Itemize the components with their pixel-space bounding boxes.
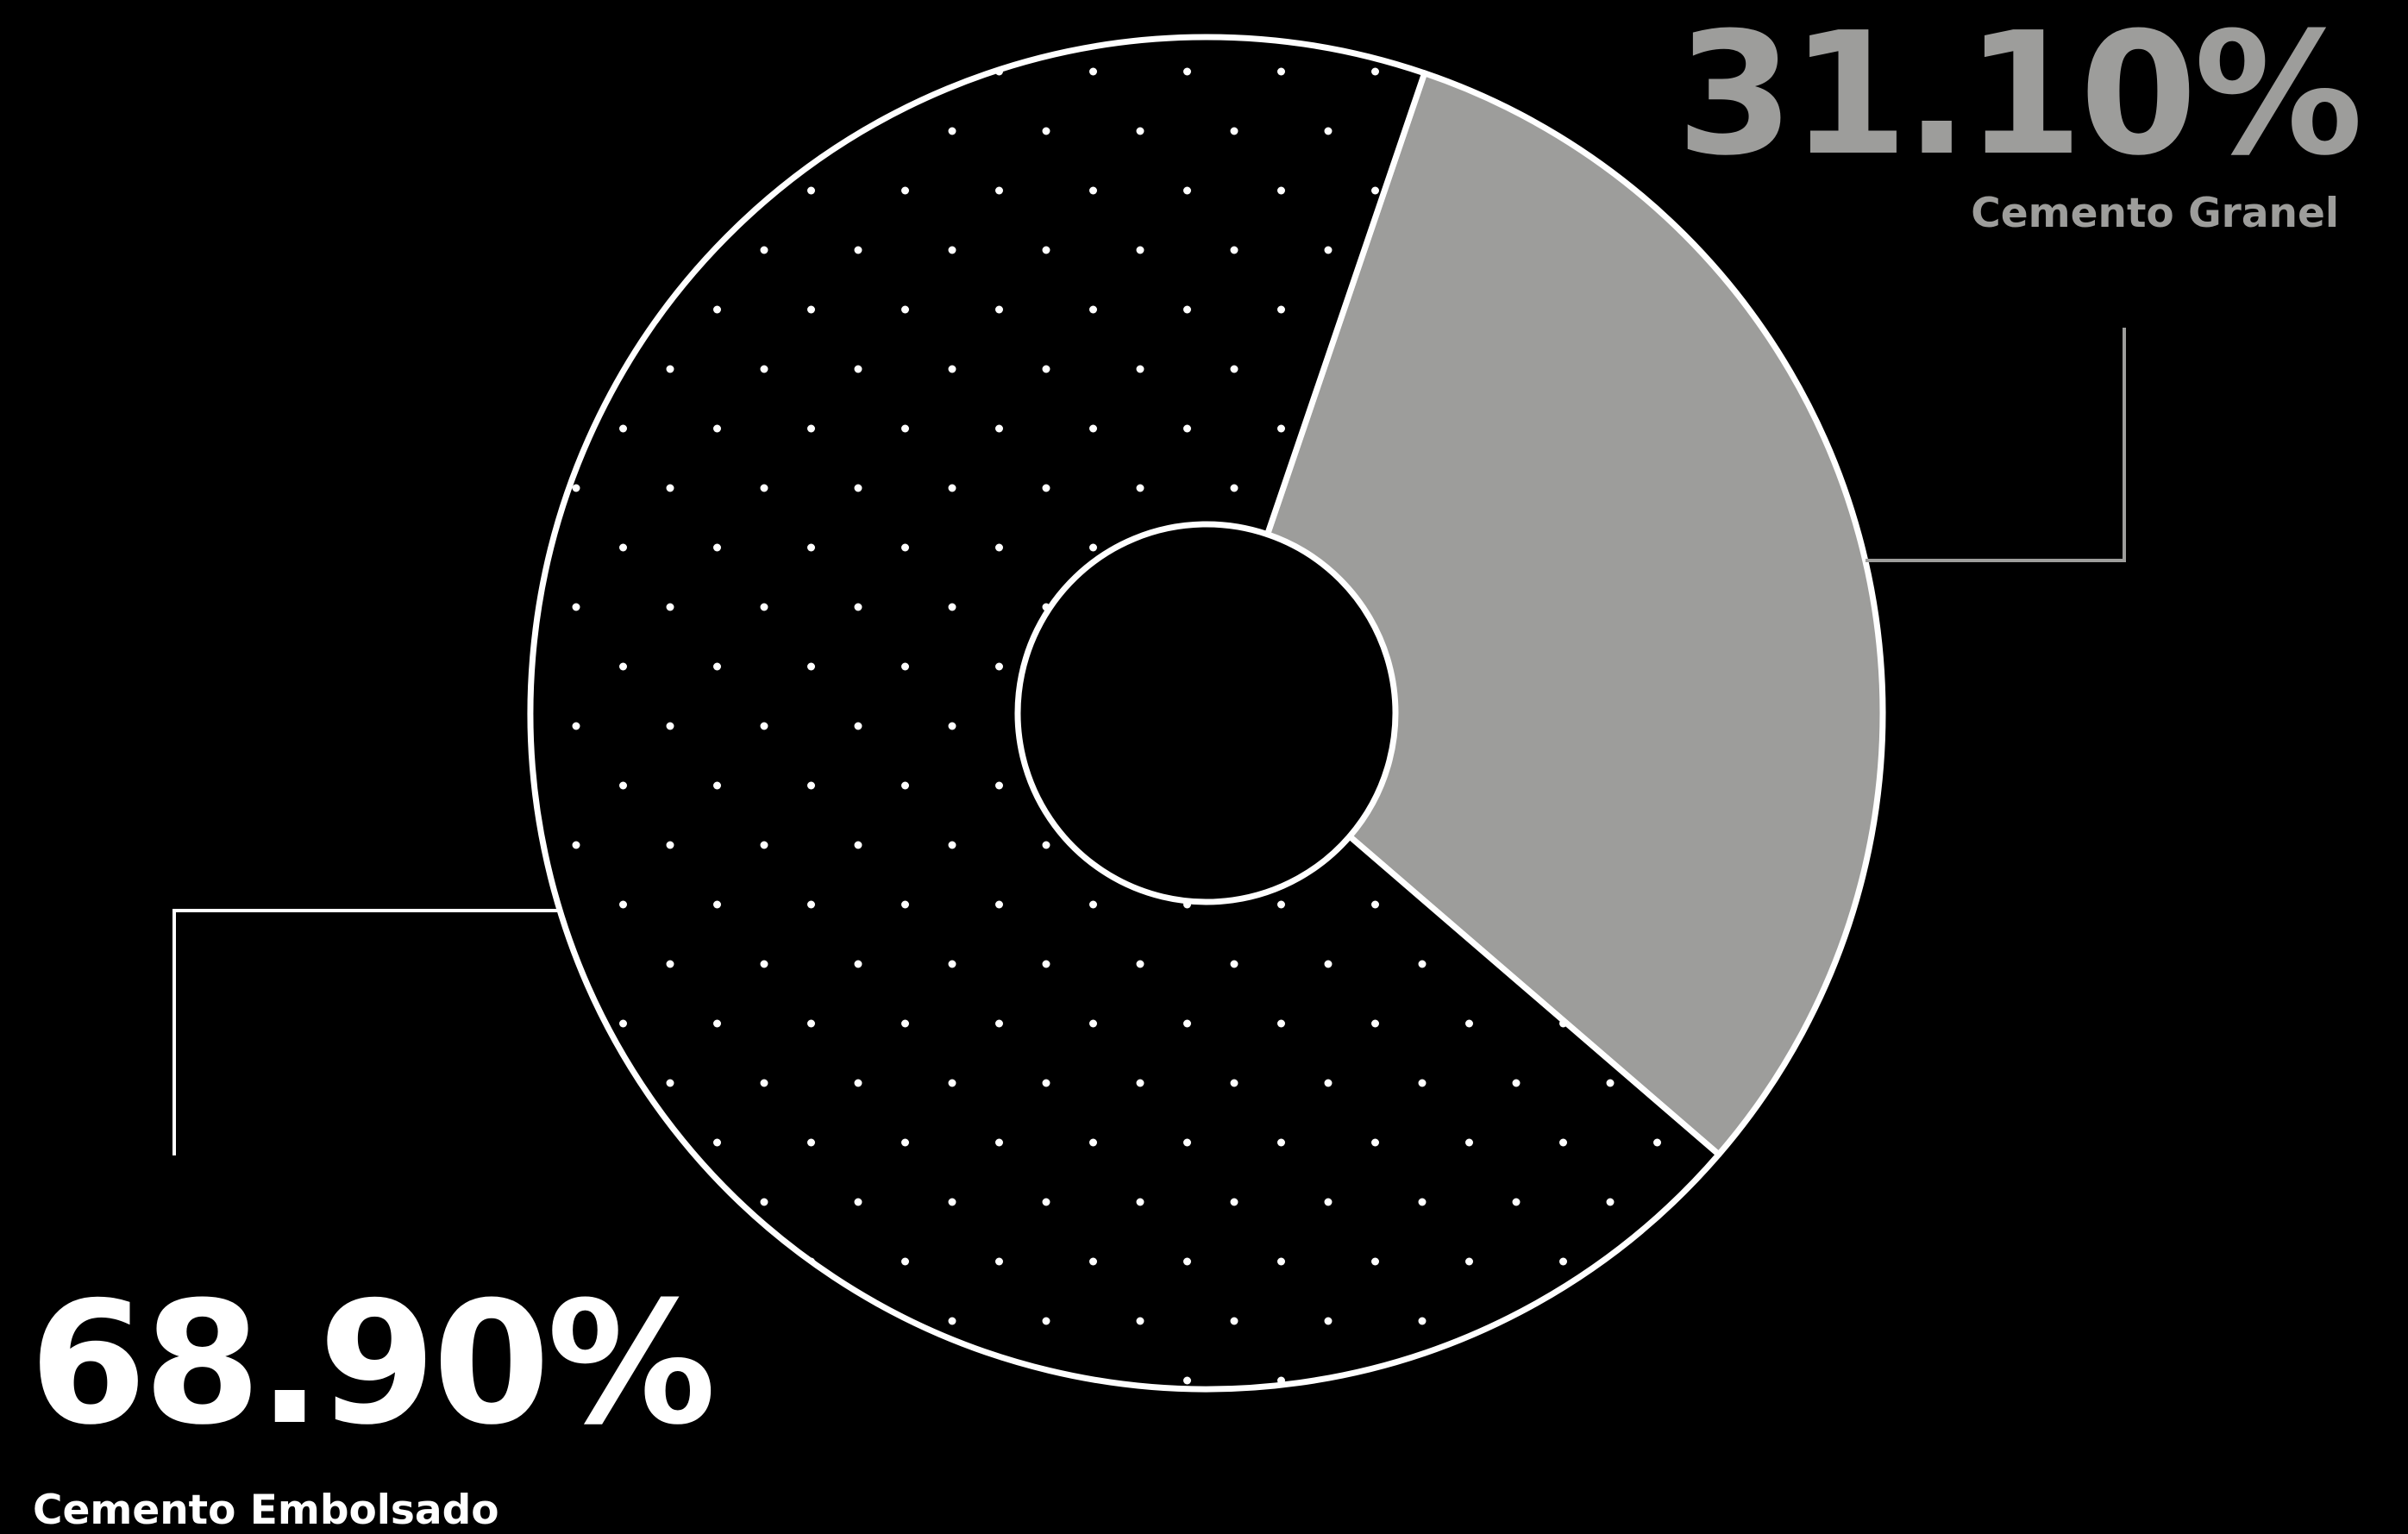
slice-category-label-cemento-embolsado: Cemento Embolsado [33, 1490, 499, 1531]
slice-category-label-cemento-granel: Cemento Granel [1971, 193, 2339, 234]
slice-value-label-cemento-granel: 31.10% [1677, 10, 2360, 179]
slice-value-label-cemento-embolsado: 68.90% [29, 1280, 712, 1449]
